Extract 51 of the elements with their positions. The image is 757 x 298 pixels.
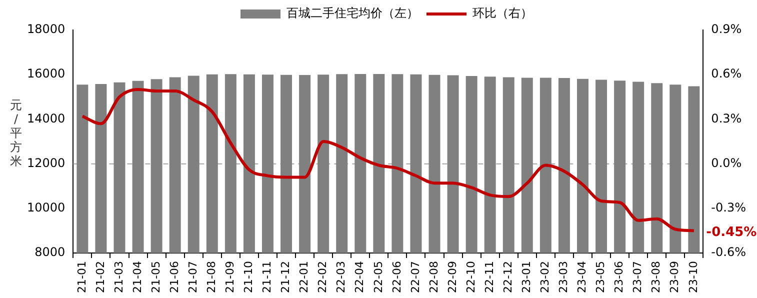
x-tick-label: 21-06 bbox=[168, 261, 181, 294]
text: -0.45% bbox=[706, 225, 757, 240]
y-tick-label: 12000 bbox=[26, 156, 66, 170]
x-tick-label: 21-03 bbox=[112, 261, 126, 294]
y2-tick-label: 0.9% bbox=[711, 22, 742, 36]
x-tick-label: 23-03 bbox=[557, 261, 570, 294]
x-tick-label: 22-02 bbox=[316, 261, 330, 294]
y2-tick-label: 0.6% bbox=[711, 66, 742, 81]
x-tick-label: 21-05 bbox=[149, 261, 162, 294]
x-tick-label: 21-10 bbox=[242, 261, 256, 294]
x-tick-label: 22-07 bbox=[408, 261, 422, 294]
y-tick-label: 18000 bbox=[26, 22, 66, 36]
y-tick-label: 8000 bbox=[34, 245, 66, 260]
x-tick-label: 22-06 bbox=[390, 261, 404, 294]
y-tick-label: 10000 bbox=[26, 200, 66, 215]
x-tick-label: 23-10 bbox=[686, 261, 700, 294]
x-tick-label: 21-01 bbox=[75, 261, 88, 294]
x-tick-label: 22-10 bbox=[464, 261, 478, 294]
x-tick-label: 23-08 bbox=[650, 261, 663, 294]
x-tick-label: 22-05 bbox=[372, 261, 385, 294]
y-axis-title: 元/平方米 bbox=[9, 98, 23, 168]
x-tick-label: 22-08 bbox=[427, 261, 440, 294]
x-tick-label: 22-09 bbox=[446, 261, 459, 294]
y-tick-label: 16000 bbox=[26, 66, 66, 81]
x-tick-label: 23-05 bbox=[594, 261, 608, 294]
legend-label: 百城二手住宅均价（左） bbox=[286, 6, 418, 20]
x-tick-label: 23-07 bbox=[631, 261, 644, 294]
y2-tick-label: 0.0% bbox=[711, 156, 742, 170]
x-tick-label: 22-04 bbox=[353, 261, 366, 294]
legend-label: 环比（右） bbox=[472, 6, 532, 20]
x-tick-label: 21-04 bbox=[130, 261, 144, 294]
x-tick-label: 22-03 bbox=[334, 261, 348, 294]
x-tick-label: 23-01 bbox=[520, 261, 534, 294]
y2-tick-label: 0.3% bbox=[711, 111, 742, 126]
y2-tick-label: -0.3% bbox=[711, 200, 746, 215]
x-tick-label: 21-08 bbox=[205, 261, 218, 294]
y-tick-label: 14000 bbox=[26, 111, 66, 126]
x-tick-label: 22-12 bbox=[501, 261, 514, 294]
x-tick-label: 22-01 bbox=[298, 261, 311, 294]
x-tick-label: 21-07 bbox=[186, 261, 200, 294]
x-tick-label: 21-11 bbox=[260, 261, 274, 294]
y2-tick-label: -0.6% bbox=[711, 245, 746, 260]
x-tick-label: 22-11 bbox=[482, 261, 496, 294]
x-tick-label: 21-02 bbox=[94, 261, 107, 294]
x-tick-label: 21-09 bbox=[224, 261, 237, 294]
line-series bbox=[80, 88, 696, 232]
x-tick-label: 23-06 bbox=[612, 261, 626, 294]
x-tick-label: 23-09 bbox=[668, 261, 682, 294]
x-tick-label: 23-02 bbox=[538, 261, 552, 294]
x-tick-label: 23-04 bbox=[576, 261, 589, 294]
x-tick-label: 21-12 bbox=[279, 261, 292, 294]
